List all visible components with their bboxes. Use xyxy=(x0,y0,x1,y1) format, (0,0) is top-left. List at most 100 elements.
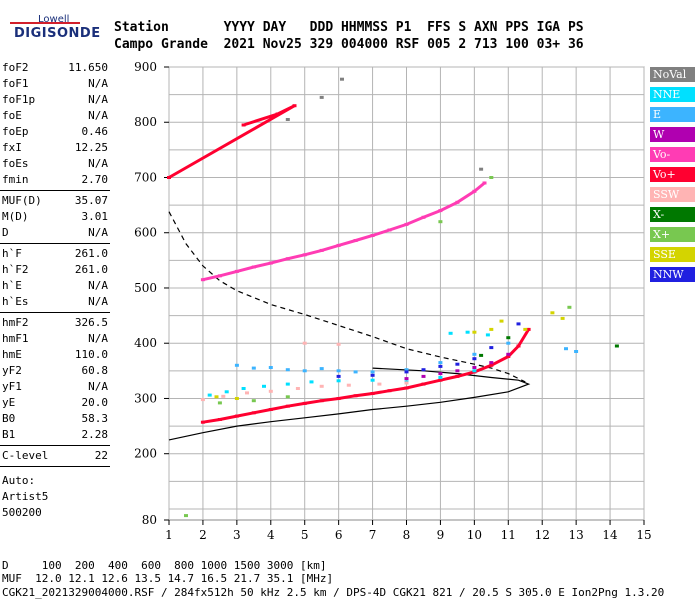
param-value: N/A xyxy=(88,93,108,106)
param-value: 58.3 xyxy=(81,412,109,425)
echo-trace-vo xyxy=(201,181,486,282)
param-row: h`E N/A xyxy=(2,278,108,294)
y-tick-label: 300 xyxy=(134,391,157,405)
auto-scaling-text: Artist5 xyxy=(2,490,49,503)
y-tick-label: 800 xyxy=(134,115,157,129)
data-point xyxy=(251,366,256,370)
data-point xyxy=(370,378,375,382)
footer-distance-line: D 100 200 400 600 800 1000 1500 3000 [km… xyxy=(2,559,327,572)
param-label: C-level xyxy=(2,449,49,462)
param-value: 261.0 xyxy=(74,247,108,260)
data-point xyxy=(309,380,314,384)
data-point xyxy=(489,327,494,331)
param-label: hmE xyxy=(2,348,22,361)
data-point xyxy=(489,361,494,365)
param-label: h`F xyxy=(2,247,22,260)
x-tick-label: 12 xyxy=(535,528,550,542)
data-point xyxy=(251,399,256,403)
x-tick-label: 6 xyxy=(335,528,343,542)
data-point xyxy=(489,176,494,179)
header-labels: Station YYYY DAY DDD HHMMSS P1 FFS S AXN… xyxy=(114,20,584,35)
param-label: yE xyxy=(2,396,16,409)
data-point xyxy=(319,384,324,388)
data-point xyxy=(560,316,565,320)
param-label: yF2 xyxy=(2,364,22,377)
data-point xyxy=(319,95,324,99)
auto-scaling-text: 500200 xyxy=(2,506,42,519)
x-tick-label: 10 xyxy=(467,528,482,542)
x-tick-label: 9 xyxy=(437,528,445,542)
data-point xyxy=(404,377,409,381)
param-row: hmF2 326.5 xyxy=(2,315,108,331)
data-point xyxy=(346,383,351,387)
data-point xyxy=(472,352,477,356)
data-point xyxy=(564,347,568,351)
data-point xyxy=(516,322,521,326)
param-value: N/A xyxy=(88,157,108,170)
legend-item: SSW xyxy=(650,187,695,202)
param-value: 2.70 xyxy=(81,173,109,186)
param-label: h`E xyxy=(2,279,22,292)
param-row: h`F2 261.0 xyxy=(2,262,108,278)
legend-item: SSE xyxy=(650,247,695,262)
data-point xyxy=(472,357,477,361)
param-label: B1 xyxy=(2,428,16,441)
param-label: h`Es xyxy=(2,295,29,308)
data-point xyxy=(614,344,619,348)
param-row: hmF1 N/A xyxy=(2,331,108,347)
param-row: fxI 12.25 xyxy=(2,140,108,156)
param-value: 326.5 xyxy=(74,316,108,329)
echo-trace-vo xyxy=(201,327,531,424)
data-point xyxy=(448,331,453,335)
param-value: N/A xyxy=(88,380,108,393)
y-tick-label: 400 xyxy=(134,336,157,350)
data-point xyxy=(295,387,300,390)
x-tick-label: 11 xyxy=(501,528,516,542)
data-point xyxy=(455,362,460,366)
data-point xyxy=(438,372,443,376)
data-point xyxy=(404,381,409,385)
legend-item: NoVal xyxy=(650,67,695,82)
param-row: h`F 261.0 xyxy=(2,246,108,262)
data-point xyxy=(262,384,266,388)
param-row: C-level 22 xyxy=(2,448,108,464)
data-point xyxy=(499,319,504,323)
data-point xyxy=(438,361,443,365)
param-value: 22 xyxy=(94,449,108,462)
param-value: 3.01 xyxy=(81,210,109,223)
echo-trace-vo xyxy=(167,104,296,179)
data-point xyxy=(550,311,555,315)
data-point xyxy=(234,397,239,400)
data-point xyxy=(377,382,382,386)
data-point xyxy=(302,341,307,345)
data-point xyxy=(268,389,273,393)
data-point xyxy=(421,374,426,378)
param-value: 2.28 xyxy=(81,428,109,441)
x-tick-label: 14 xyxy=(602,528,618,542)
data-point xyxy=(485,333,490,337)
param-label: fmin xyxy=(2,173,29,186)
param-row: D N/A xyxy=(2,225,108,241)
legend-item: X+ xyxy=(650,227,695,242)
x-tick-label: 13 xyxy=(569,528,584,542)
param-value: 12.25 xyxy=(74,141,108,154)
data-point xyxy=(567,305,572,309)
panel-divider xyxy=(0,243,110,244)
param-value: 35.07 xyxy=(74,194,108,207)
data-point xyxy=(404,370,409,374)
legend-item: W xyxy=(650,127,695,142)
param-label: foF1p xyxy=(2,93,36,106)
param-row: B1 2.28 xyxy=(2,427,108,443)
data-point xyxy=(221,394,226,398)
data-point xyxy=(340,77,344,81)
data-point xyxy=(472,369,477,373)
param-row: yE 20.0 xyxy=(2,395,108,411)
param-row: foEp 0.46 xyxy=(2,124,108,140)
param-value: N/A xyxy=(88,279,108,292)
param-row: B0 58.3 xyxy=(2,411,108,427)
data-point xyxy=(285,395,290,399)
param-value: N/A xyxy=(88,332,108,345)
panel-divider xyxy=(0,312,110,313)
logo-digisonde-text: DIGISONDE xyxy=(14,26,101,41)
